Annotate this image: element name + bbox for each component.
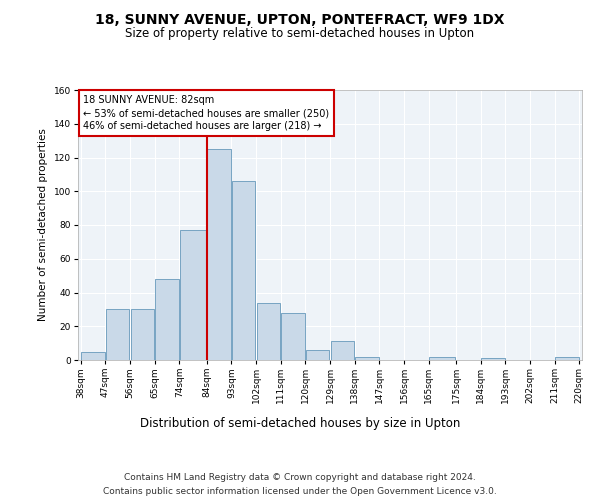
Text: Contains HM Land Registry data © Crown copyright and database right 2024.: Contains HM Land Registry data © Crown c… [124,472,476,482]
Bar [281,313,305,360]
Y-axis label: Number of semi-detached properties: Number of semi-detached properties [38,128,48,322]
Text: 18 SUNNY AVENUE: 82sqm
← 53% of semi-detached houses are smaller (250)
46% of se: 18 SUNNY AVENUE: 82sqm ← 53% of semi-det… [83,95,329,132]
Bar [180,230,206,360]
Text: Contains public sector information licensed under the Open Government Licence v3: Contains public sector information licen… [103,488,497,496]
Bar [131,310,154,360]
Bar [481,358,505,360]
Bar [232,181,256,360]
Bar [106,310,130,360]
Bar [355,356,379,360]
Text: Distribution of semi-detached houses by size in Upton: Distribution of semi-detached houses by … [140,418,460,430]
Text: Size of property relative to semi-detached houses in Upton: Size of property relative to semi-detach… [125,28,475,40]
Bar [306,350,329,360]
Bar [555,356,578,360]
Bar [429,356,455,360]
Text: 18, SUNNY AVENUE, UPTON, PONTEFRACT, WF9 1DX: 18, SUNNY AVENUE, UPTON, PONTEFRACT, WF9… [95,12,505,26]
Bar [257,302,280,360]
Bar [82,352,105,360]
Bar [331,342,354,360]
Bar [155,279,179,360]
Bar [208,149,231,360]
